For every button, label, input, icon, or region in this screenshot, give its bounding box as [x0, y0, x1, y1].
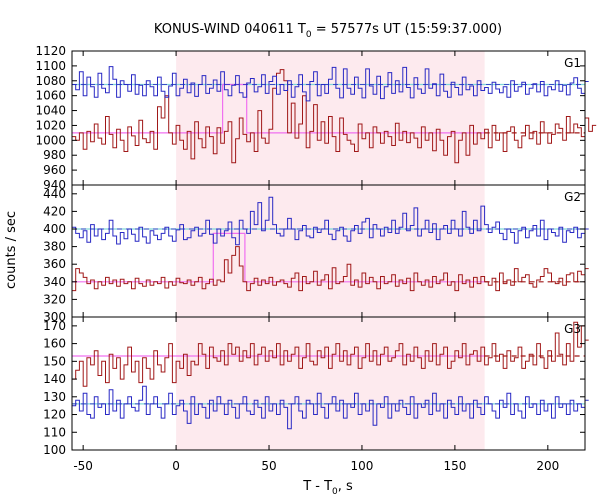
highlight-interval [176, 51, 485, 450]
panel-g3-ytick-label: 130 [43, 390, 66, 404]
panel-g3-ytick-label: 100 [43, 443, 66, 457]
panel-g1 [72, 66, 597, 164]
panel-g1-ytick-label: 1120 [35, 44, 66, 58]
panel-g2-ytick-label: 300 [43, 310, 66, 324]
panel-g2-ytick-label: 380 [43, 240, 66, 254]
panel-g1-ytick-label: 960 [43, 163, 66, 177]
panel-g2-interval-marker [72, 232, 485, 283]
panel-g3-ytick-label: 120 [43, 408, 66, 422]
data-layer [72, 66, 597, 430]
xtick-label: 0 [172, 459, 180, 473]
panel-g3-ytick-label: 170 [43, 319, 66, 333]
panel-g2 [72, 196, 589, 292]
panel-g3-blue-series [72, 385, 589, 430]
panel-g3-frame [71, 316, 586, 451]
xtick-label: -50 [73, 459, 93, 473]
y-axis-label: counts / sec [4, 211, 19, 289]
x-axis-label: T - T0, s [302, 479, 353, 497]
highlight-layer [176, 51, 485, 450]
panel-g1-ytick-label: 980 [43, 148, 66, 162]
panel-g3-ytick-label: 110 [43, 425, 66, 439]
panel-g1-ytick-label: 1000 [35, 133, 66, 147]
panel-g3-ytick-label: 150 [43, 354, 66, 368]
panel-g2-ytick-label: 420 [43, 204, 66, 218]
panel-g2-label: G2 [564, 190, 581, 204]
panel-g1-ytick-label: 940 [43, 178, 66, 192]
panel-g2-red-series [72, 246, 589, 292]
panel-g2-ytick-label: 320 [43, 292, 66, 306]
panel-g1-blue-series [72, 66, 589, 102]
panel-g2-ytick-label: 360 [43, 257, 66, 271]
panel-g2-ytick-label: 340 [43, 275, 66, 289]
panel-g2-blue-series [72, 196, 589, 246]
panel-g1-ytick-label: 1020 [35, 118, 66, 132]
chart-title: KONUS-WIND 040611 T0 = 57577s UT (15:59:… [154, 22, 502, 40]
axes-layer [71, 50, 586, 451]
tick-labels-layer: G19409609801000102010401060108011001120G… [35, 44, 581, 473]
ticks-layer [72, 50, 585, 451]
panel-g3-ytick-label: 140 [43, 372, 66, 386]
xtick-label: 200 [536, 459, 559, 473]
xtick-label: 150 [443, 459, 466, 473]
panel-g3-ytick-label: 160 [43, 337, 66, 351]
xtick-label: 50 [261, 459, 276, 473]
panel-g3-label: G3 [564, 322, 581, 336]
panel-g1-ytick-label: 1060 [35, 89, 66, 103]
panel-g1-ytick-label: 1080 [35, 74, 66, 88]
panel-g3-red-series [72, 321, 589, 387]
panel-g2-ytick-label: 400 [43, 222, 66, 236]
panel-g2-ytick-label: 440 [43, 187, 66, 201]
panel-g1-red-series [72, 69, 597, 164]
panel-g3 [72, 321, 589, 430]
xtick-label: 100 [351, 459, 374, 473]
panel-g1-label: G1 [564, 56, 581, 70]
panel-g1-ytick-label: 1040 [35, 104, 66, 118]
panel-g1-ytick-label: 1100 [35, 59, 66, 73]
